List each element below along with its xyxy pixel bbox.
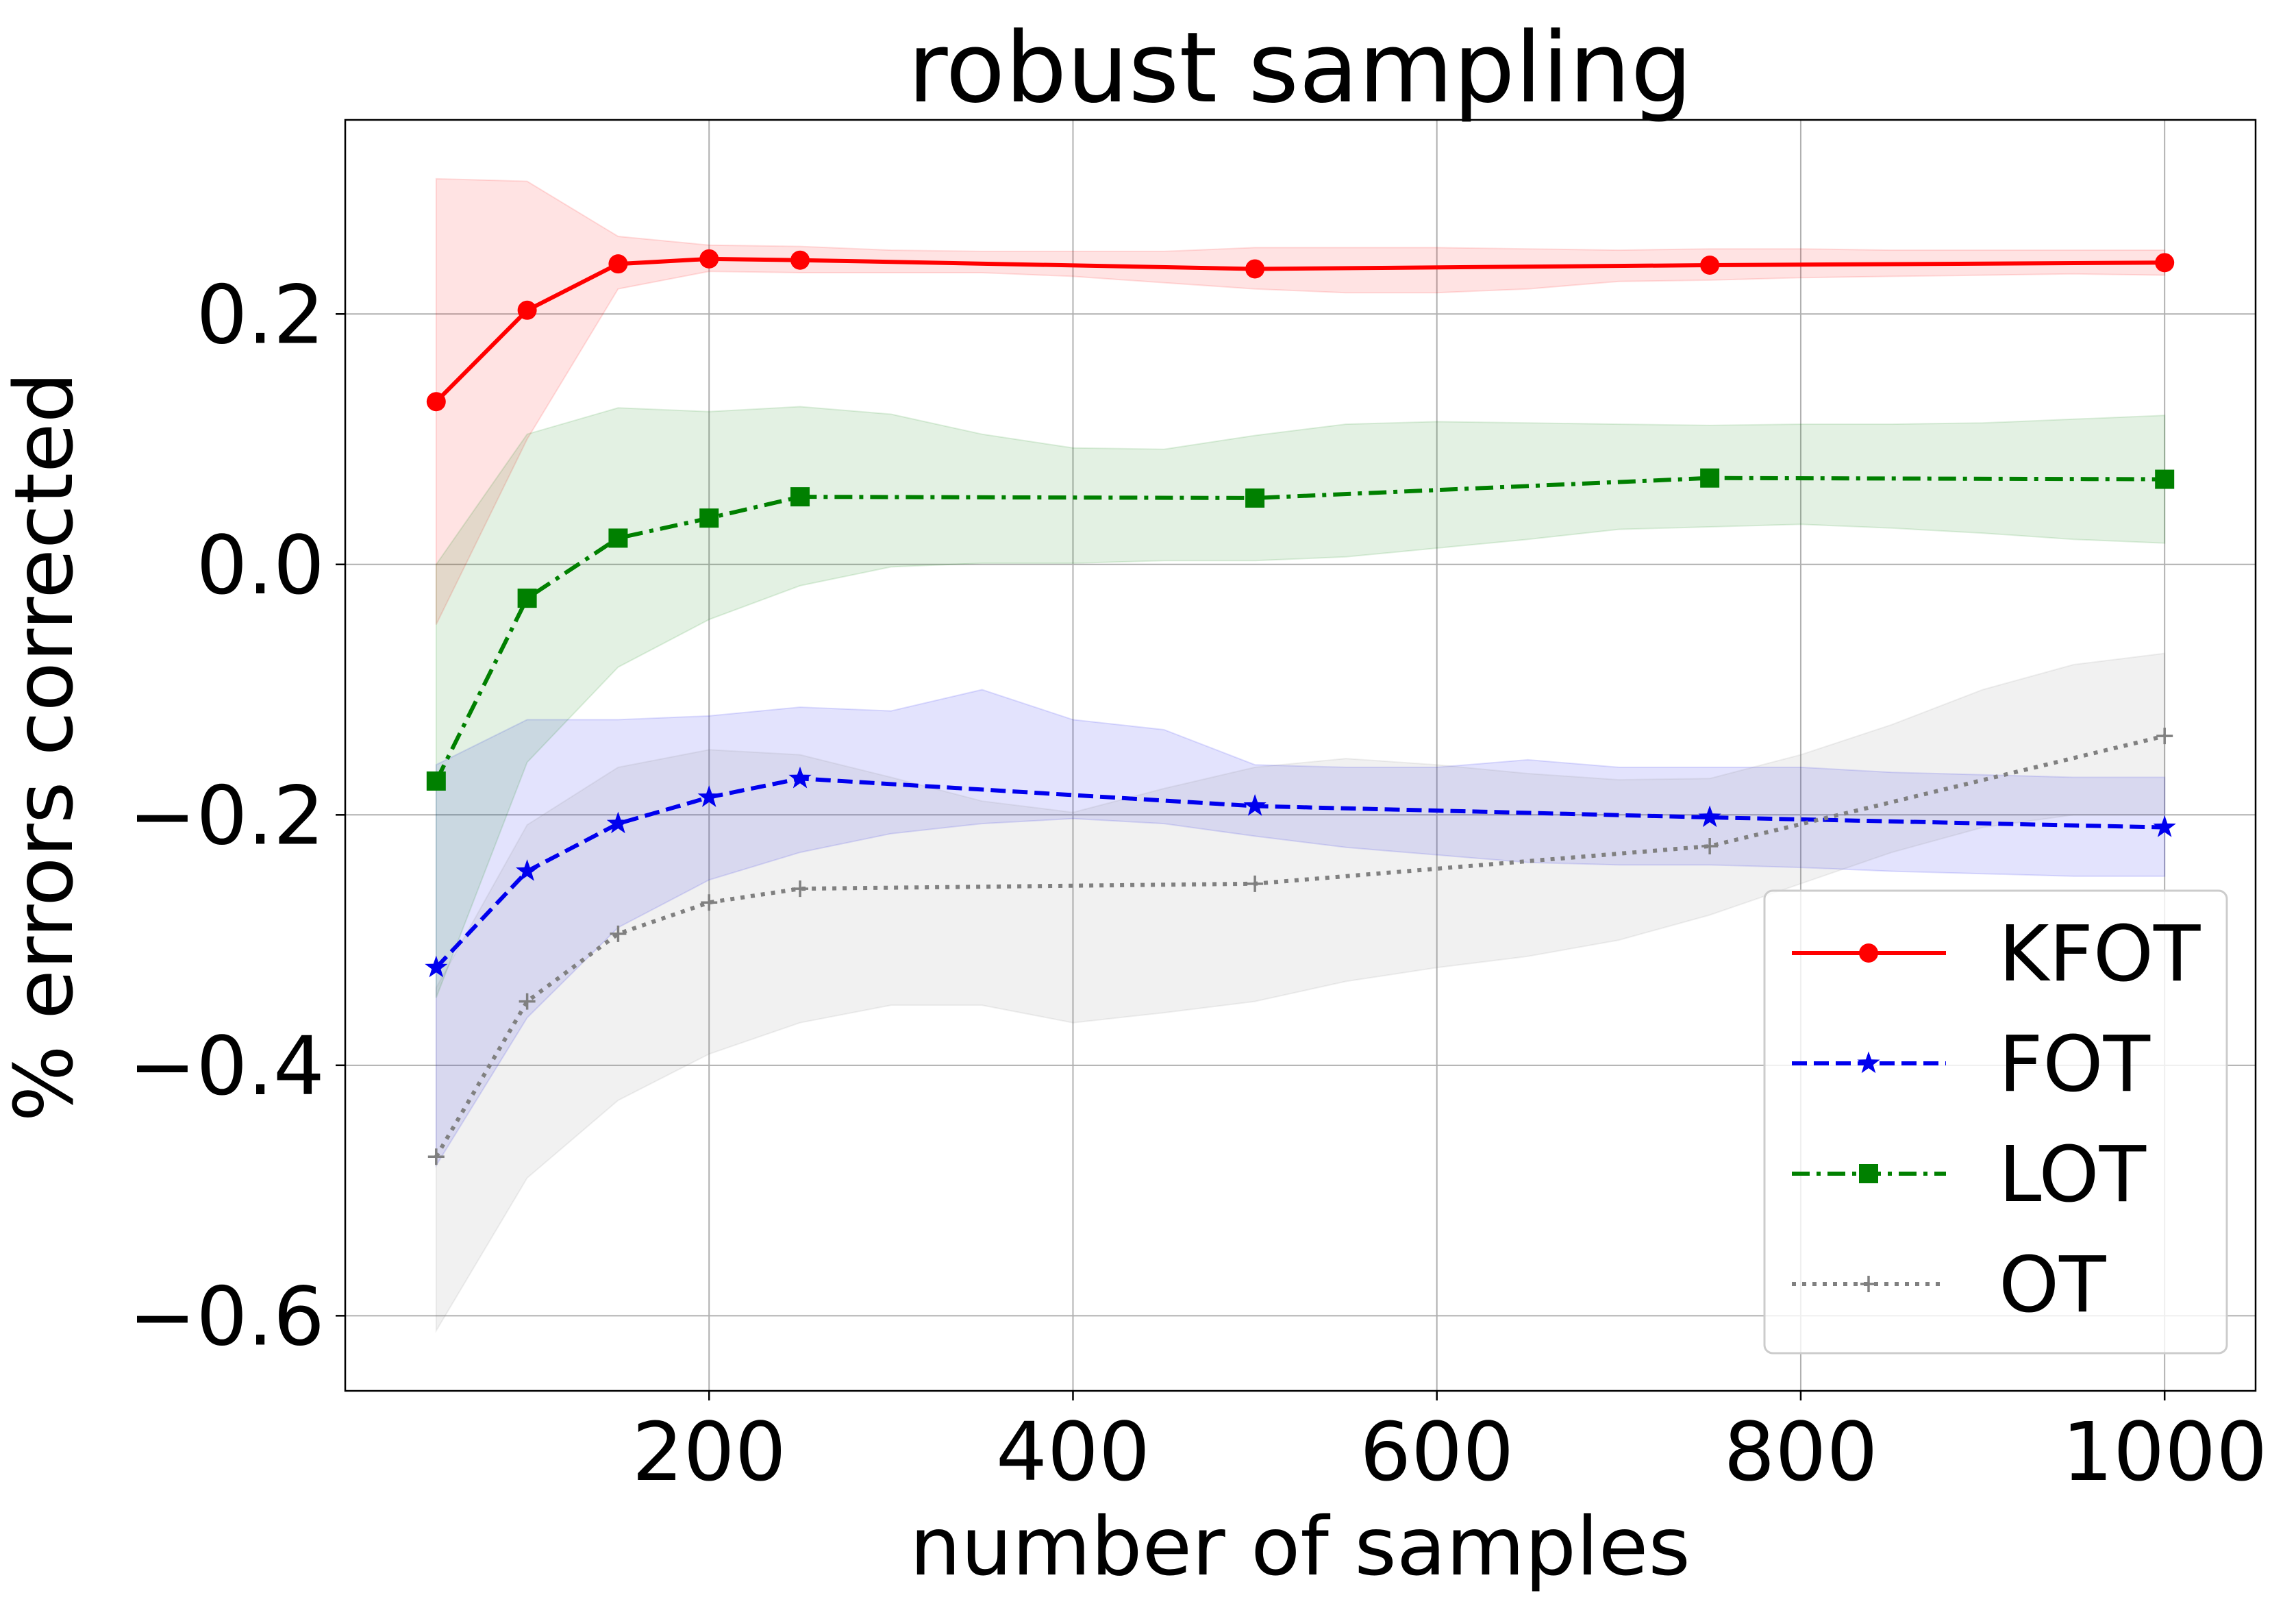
- legend-label: FOT: [1999, 1020, 2151, 1109]
- data-point: [699, 508, 719, 528]
- y-axis-label: % errors corrected: [0, 372, 91, 1122]
- legend-label: KFOT: [1999, 910, 2201, 999]
- data-point: [1700, 256, 1720, 275]
- data-point: [519, 993, 536, 1010]
- data-point: [1860, 1276, 1877, 1292]
- legend-item: KFOT: [1792, 910, 2201, 999]
- y-tick-label: −0.6: [128, 1269, 325, 1363]
- data-point: [1245, 259, 1265, 279]
- plot-frame: [344, 119, 2257, 1392]
- data-point: [701, 894, 718, 911]
- data-point: [608, 254, 628, 274]
- confidence-band: [435, 406, 2166, 998]
- confidence-band: [435, 689, 2166, 1168]
- data-point: [792, 880, 809, 898]
- data-point: [610, 925, 627, 942]
- data-point: [517, 589, 537, 608]
- x-tick-label: 400: [996, 1405, 1150, 1499]
- data-point: [699, 249, 719, 269]
- x-tick-label: 200: [632, 1405, 786, 1499]
- legend-label: LOT: [1999, 1131, 2147, 1220]
- confidence-band: [435, 652, 2166, 1333]
- x-tick-label: 800: [1723, 1405, 1877, 1499]
- series-markers: [425, 249, 2176, 1165]
- data-point: [606, 811, 630, 834]
- legend-item: OT: [1792, 1241, 2106, 1330]
- y-tick-label: −0.2: [128, 768, 325, 863]
- y-tick-label: 0.0: [196, 518, 325, 613]
- series-line: [434, 256, 2165, 404]
- legend-item: FOT: [1792, 1020, 2151, 1109]
- x-tick-label: 1000: [2062, 1405, 2267, 1499]
- data-point: [1701, 838, 1719, 854]
- data-point: [788, 766, 812, 789]
- legend-box: [1763, 889, 2228, 1355]
- data-point: [1245, 488, 1265, 508]
- data-point: [790, 250, 810, 270]
- data-point: [1243, 794, 1266, 816]
- legend-item: LOT: [1792, 1131, 2147, 1220]
- data-point: [2156, 728, 2173, 745]
- data-point: [426, 392, 446, 412]
- x-axis-label: number of samples: [910, 1499, 1690, 1594]
- data-point: [1247, 875, 1264, 892]
- y-tick-label: 0.2: [196, 267, 325, 362]
- y-tick-label: −0.4: [128, 1019, 325, 1113]
- data-point: [425, 955, 448, 978]
- data-point: [1698, 805, 1721, 828]
- legend-label: OT: [1999, 1241, 2106, 1330]
- data-point: [608, 528, 628, 548]
- data-point: [1859, 943, 1878, 963]
- chart-title: robust sampling: [908, 12, 1693, 125]
- data-point: [790, 487, 810, 507]
- data-point: [2153, 815, 2176, 837]
- data-point: [427, 1148, 445, 1165]
- axis-ticks: 200 400 600 800 1000 −0.6 −0.4 −0.2 0.0 0.2: [128, 267, 2267, 1499]
- series-lines: [434, 256, 2165, 1158]
- x-tick-label: 600: [1360, 1405, 1514, 1499]
- legend: KFOT FOT LOT OT: [1763, 889, 2228, 1355]
- series-line: [434, 734, 2165, 1158]
- series-line: [434, 475, 2165, 782]
- data-point: [2155, 469, 2175, 489]
- data-point: [697, 785, 721, 807]
- data-point: [1857, 1051, 1880, 1074]
- series-line: [434, 776, 2165, 969]
- data-point: [517, 300, 537, 320]
- data-point: [2155, 253, 2175, 273]
- data-point: [426, 771, 446, 791]
- data-point: [1700, 468, 1720, 488]
- data-point: [516, 859, 539, 881]
- data-point: [1859, 1164, 1878, 1183]
